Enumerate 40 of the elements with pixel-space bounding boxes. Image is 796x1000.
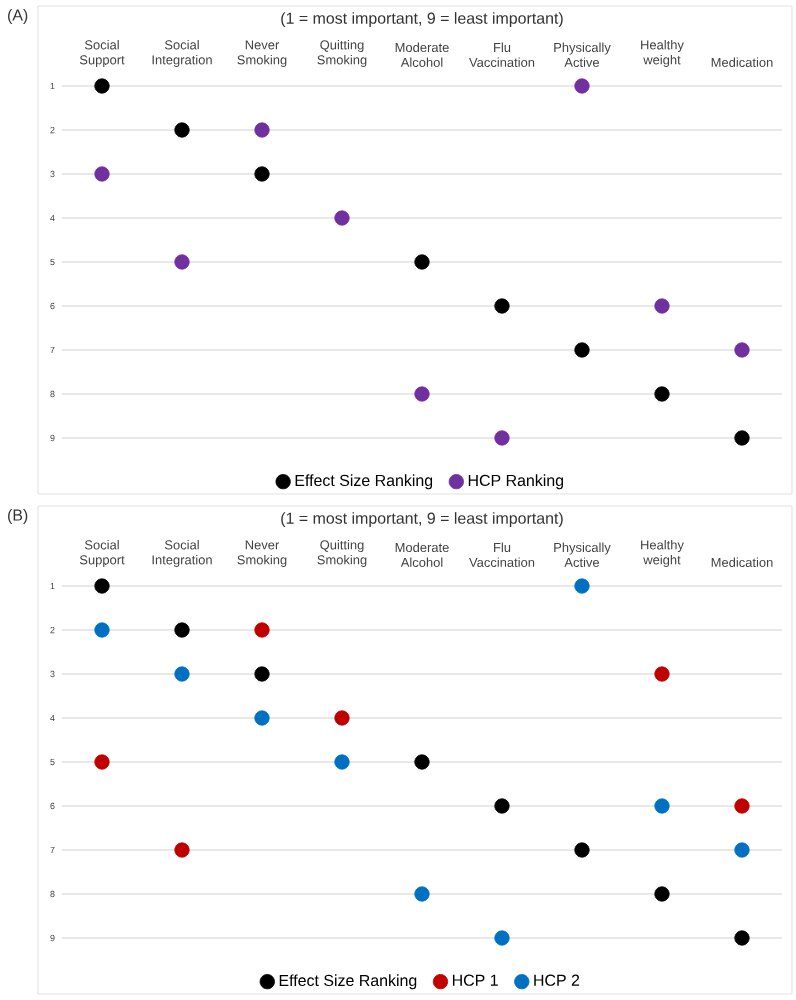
point bbox=[494, 798, 510, 814]
point bbox=[734, 342, 750, 358]
point bbox=[94, 578, 110, 594]
point bbox=[174, 666, 190, 682]
point bbox=[94, 78, 110, 94]
point bbox=[174, 842, 190, 858]
point bbox=[94, 622, 110, 638]
point bbox=[494, 430, 510, 446]
point bbox=[734, 430, 750, 446]
point bbox=[654, 886, 670, 902]
point bbox=[574, 578, 590, 594]
point bbox=[254, 710, 270, 726]
point bbox=[494, 930, 510, 946]
point bbox=[574, 78, 590, 94]
point bbox=[254, 666, 270, 682]
point bbox=[254, 622, 270, 638]
point bbox=[734, 930, 750, 946]
point bbox=[414, 254, 430, 270]
point bbox=[654, 666, 670, 682]
point bbox=[654, 798, 670, 814]
point bbox=[334, 754, 350, 770]
point bbox=[574, 842, 590, 858]
point bbox=[494, 298, 510, 314]
point bbox=[414, 386, 430, 402]
point bbox=[734, 842, 750, 858]
point bbox=[334, 710, 350, 726]
point bbox=[574, 342, 590, 358]
point bbox=[654, 386, 670, 402]
point bbox=[94, 754, 110, 770]
point bbox=[174, 622, 190, 638]
point bbox=[734, 798, 750, 814]
point bbox=[174, 122, 190, 138]
point bbox=[654, 298, 670, 314]
point bbox=[254, 122, 270, 138]
point bbox=[254, 166, 270, 182]
point bbox=[174, 254, 190, 270]
point bbox=[334, 210, 350, 226]
point bbox=[94, 166, 110, 182]
point bbox=[414, 754, 430, 770]
point bbox=[414, 886, 430, 902]
